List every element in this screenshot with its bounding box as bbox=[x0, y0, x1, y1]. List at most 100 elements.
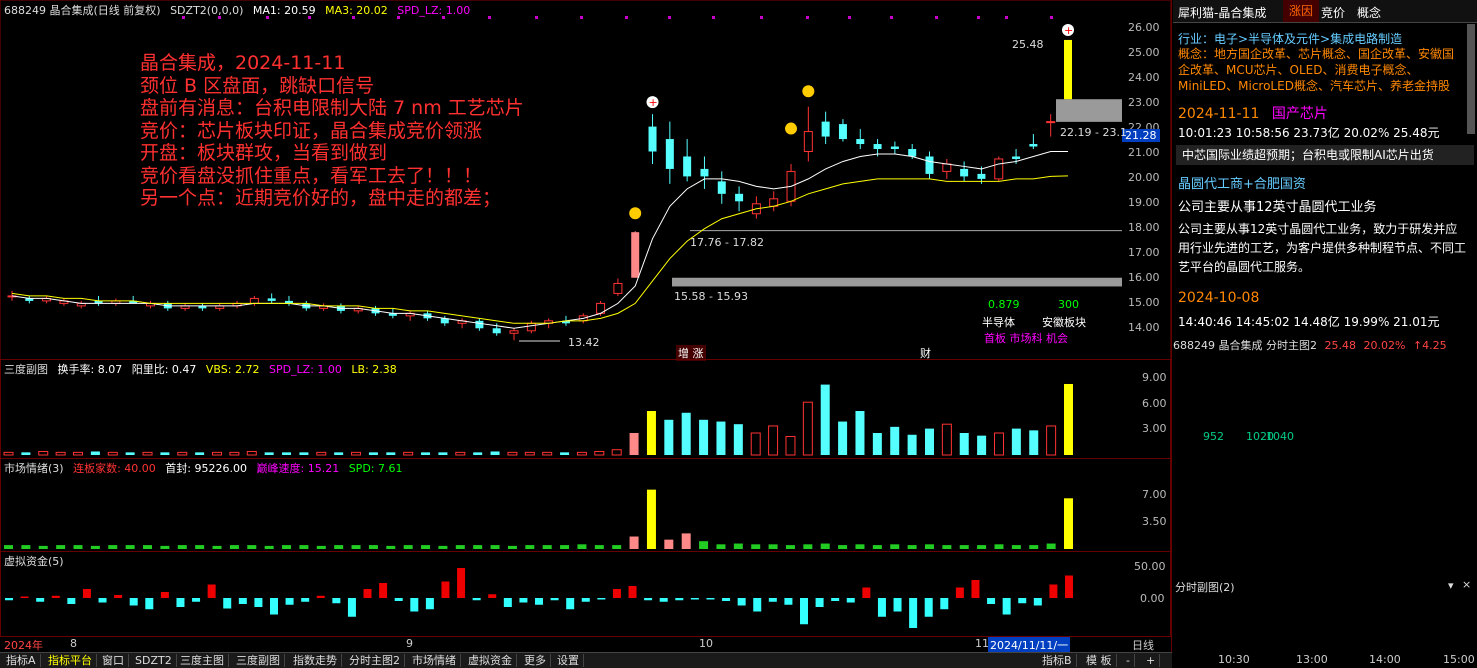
d1-date: 2024-11-11 国产芯片 bbox=[1178, 103, 1464, 123]
candle-body bbox=[821, 121, 830, 137]
sub2-lbjs: 连板家数: 40.00 bbox=[73, 462, 156, 475]
sentiment-bar bbox=[403, 545, 413, 549]
tab-zhishu-zoushi[interactable]: 指数走势 bbox=[289, 654, 342, 667]
tab-zhibiao-b[interactable]: 指标B bbox=[1038, 654, 1077, 667]
d1-news: 中芯国际业绩超预期；台积电或限制AI芯片出货 bbox=[1176, 145, 1474, 165]
zoom-in-button[interactable]: + bbox=[1142, 654, 1161, 667]
right-panel bbox=[1171, 0, 1477, 652]
date-period-label[interactable]: 日线 bbox=[1132, 639, 1154, 652]
tab-sdzt2[interactable]: SDZT2 bbox=[131, 654, 177, 667]
turnover-bar bbox=[455, 451, 466, 456]
tab-sandu-futu[interactable]: 三度副图 bbox=[232, 654, 285, 667]
candle-body bbox=[388, 313, 397, 316]
low-label: 13.42 bbox=[568, 336, 600, 349]
tab-title[interactable]: 犀利猫-晶合集成 bbox=[1178, 6, 1267, 20]
top-marker-dot bbox=[806, 16, 809, 19]
tab-chuangkou[interactable]: 窗口 bbox=[98, 654, 129, 667]
gap2-label: 15.58 - 15.93 bbox=[674, 290, 748, 303]
zoom-out-button[interactable]: - bbox=[1122, 654, 1135, 667]
turnover-bar bbox=[299, 452, 309, 455]
sub2-title[interactable]: 市场情绪(3) bbox=[4, 462, 64, 475]
high-label: 25.48 bbox=[1012, 38, 1044, 51]
mini-chg: ↑4.25 bbox=[1412, 339, 1447, 352]
turnover-bar bbox=[316, 451, 327, 456]
fund-bar bbox=[160, 592, 169, 598]
sentiment-bar bbox=[438, 545, 448, 549]
fund-bar bbox=[114, 595, 123, 598]
mini-sub-dropdown-icon[interactable]: ▾ bbox=[1448, 579, 1454, 592]
top-marker-dot bbox=[580, 16, 583, 19]
turnover-bar bbox=[733, 424, 743, 455]
mini-stock[interactable]: 688249 晶合集成 分时主图2 bbox=[1173, 339, 1317, 352]
d1-stats: 10:01:23 10:58:56 23.73亿 20.02% 25.48元 bbox=[1178, 126, 1440, 140]
turnover-bar bbox=[1029, 430, 1039, 455]
sub3-title[interactable]: 虚拟资金(5) bbox=[4, 555, 64, 568]
fund-bar bbox=[909, 598, 918, 628]
turnover-bar bbox=[229, 451, 240, 456]
right-scrollbar[interactable] bbox=[1467, 24, 1475, 134]
candle-body bbox=[648, 126, 657, 152]
turnover-bar bbox=[368, 452, 378, 455]
date-oct: 10 bbox=[699, 637, 713, 650]
sentiment-bar bbox=[177, 545, 187, 549]
tab-gainian[interactable]: 概念 bbox=[1357, 6, 1382, 20]
turnover-bar bbox=[212, 451, 223, 456]
fund-bar bbox=[1033, 598, 1042, 606]
fund-bar bbox=[145, 598, 154, 610]
tab-moban[interactable]: 模 板 bbox=[1082, 654, 1117, 667]
fund-bar bbox=[1002, 598, 1011, 615]
tab-shichang-qingxu[interactable]: 市场情绪 bbox=[408, 654, 461, 667]
time-tick: 14:00 bbox=[1369, 653, 1401, 666]
turnover-bar bbox=[959, 433, 969, 455]
tab-zhibiao-a[interactable]: 指标A bbox=[2, 654, 41, 667]
sentiment-bar bbox=[264, 545, 274, 549]
fund-bar bbox=[644, 598, 653, 601]
tab-xuni-zijin[interactable]: 虚拟资金 bbox=[464, 654, 517, 667]
fund-bar bbox=[347, 598, 356, 617]
top-marker-dot bbox=[397, 16, 400, 19]
turnover-bar bbox=[594, 450, 605, 456]
top-marker-dot bbox=[760, 16, 763, 19]
tab-zhangyin[interactable]: 涨因 bbox=[1283, 0, 1320, 22]
sentiment-bar bbox=[490, 545, 500, 549]
turnover-bar bbox=[699, 419, 709, 455]
fund-bar bbox=[706, 598, 715, 600]
fund-bar bbox=[566, 598, 575, 610]
tab-zhibiao-pingtai[interactable]: 指标平台 bbox=[44, 654, 97, 667]
tab-jingjia[interactable]: 竞价 bbox=[1321, 6, 1346, 20]
sentiment-bar bbox=[195, 545, 205, 549]
gap-top-label: 22.19 - 23.1 bbox=[1060, 126, 1127, 139]
sentiment-bar bbox=[525, 545, 535, 549]
price-tick: 19.00 bbox=[1128, 196, 1160, 209]
sentiment-bar bbox=[542, 545, 552, 549]
d2-date: 2024-10-08 bbox=[1178, 290, 1260, 306]
candle-body bbox=[942, 163, 952, 172]
turnover-bar bbox=[21, 452, 31, 455]
indicator-sdzt[interactable]: SDZT2(0,0,0) bbox=[170, 4, 244, 17]
stock-title[interactable]: 688249 晶合集成(日线 前复权) bbox=[4, 4, 161, 17]
sentiment-bar bbox=[386, 545, 396, 549]
tab-sandu-zhutu[interactable]: 三度主图 bbox=[176, 654, 229, 667]
fund-bar bbox=[1018, 598, 1027, 604]
time-tick: 15:00 bbox=[1443, 653, 1475, 666]
sub3-tick: 50.00 bbox=[1134, 560, 1166, 573]
sentiment-bar bbox=[629, 536, 639, 549]
turnover-bar bbox=[560, 452, 570, 455]
sentiment-bar bbox=[890, 544, 900, 549]
sub1-title[interactable]: 三度副图 bbox=[4, 363, 48, 376]
turnover-bar bbox=[542, 451, 553, 456]
tab-fenshi-zhutu2[interactable]: 分时主图2 bbox=[345, 654, 405, 667]
fund-bar bbox=[51, 595, 60, 598]
mini-sub-close-icon[interactable]: × bbox=[1462, 578, 1472, 591]
tab-shezhi[interactable]: 设置 bbox=[553, 654, 584, 667]
turnover-bar bbox=[768, 425, 779, 456]
sentiment-bar bbox=[299, 545, 309, 549]
mini-sub-title[interactable]: 分时副图(2) bbox=[1175, 581, 1235, 594]
mini-label: 1040 bbox=[1266, 430, 1294, 443]
gap-zone-top bbox=[1056, 99, 1122, 122]
candle-body bbox=[526, 322, 536, 332]
tab-gengduo[interactable]: 更多 bbox=[520, 654, 551, 667]
candle-body bbox=[267, 298, 276, 301]
date-axis: 2024年 8 9 10 11 2024/11/11/一 日线 bbox=[0, 636, 1169, 653]
smiley-icon bbox=[629, 207, 642, 220]
